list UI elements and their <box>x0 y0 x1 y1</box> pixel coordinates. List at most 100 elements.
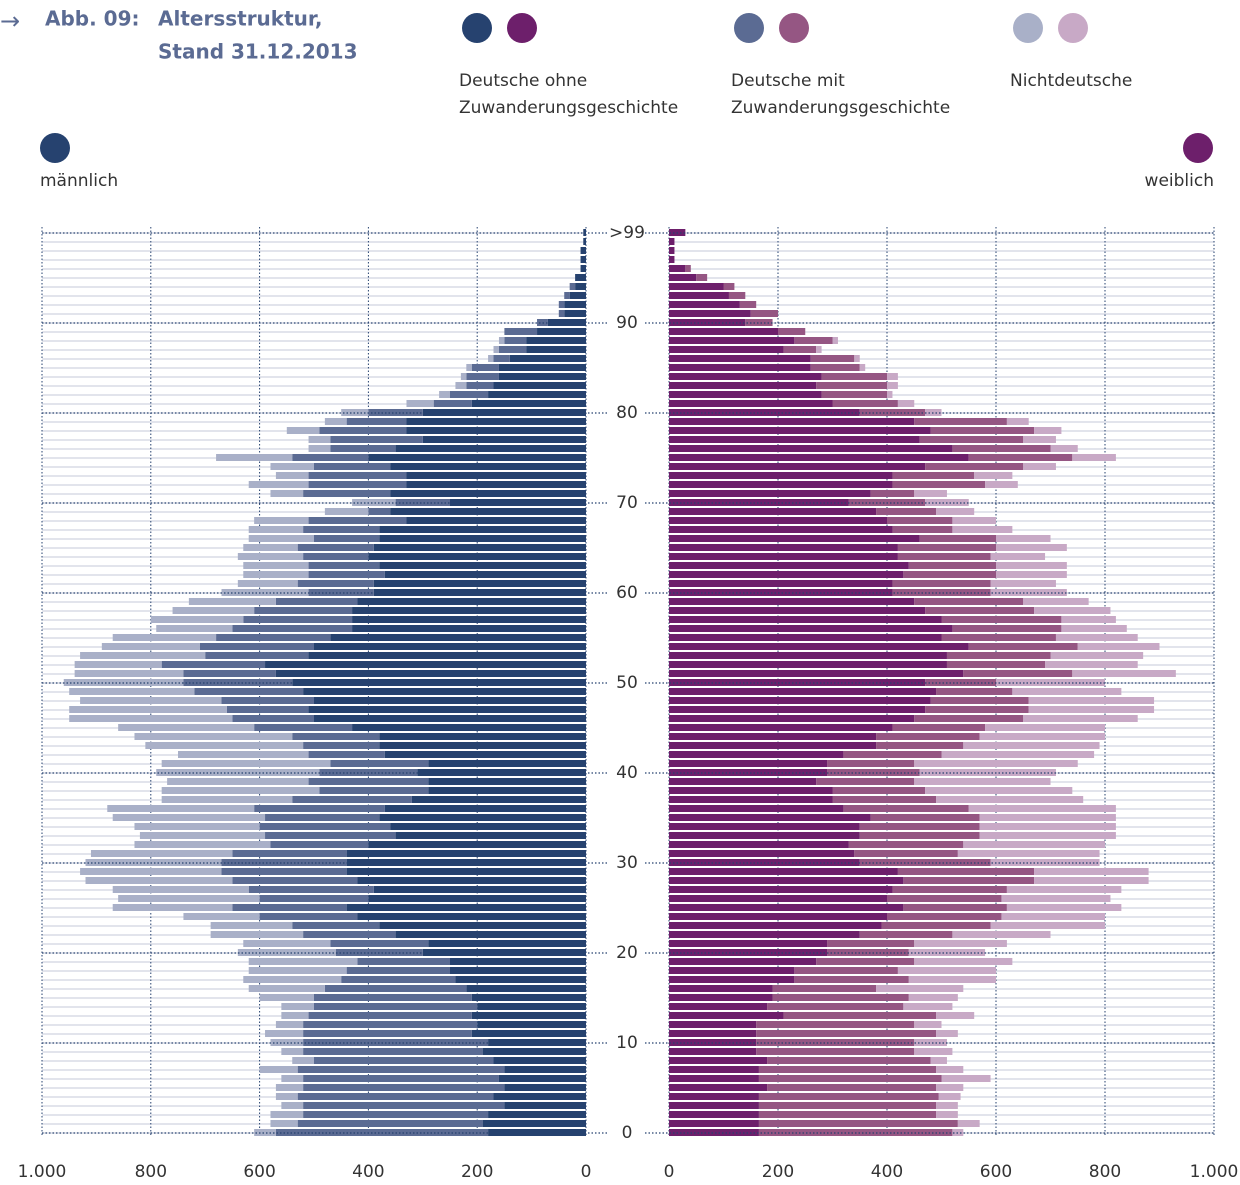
bar <box>669 598 915 605</box>
bar <box>297 580 374 587</box>
bar <box>368 508 391 515</box>
bar <box>395 931 586 938</box>
bar <box>816 382 887 389</box>
bar <box>892 472 975 479</box>
x-tick-label: 800 <box>1089 1162 1121 1182</box>
bar <box>167 778 309 785</box>
bar <box>1077 643 1160 650</box>
bar <box>854 355 860 362</box>
bar <box>292 796 412 803</box>
legend-label: Deutsche ohne <box>459 71 587 91</box>
bar <box>876 985 964 992</box>
bar <box>308 652 586 659</box>
bar <box>243 976 342 983</box>
bar <box>772 994 909 1001</box>
label-bg <box>609 674 644 692</box>
bar <box>112 904 233 911</box>
bar <box>324 508 369 515</box>
bar <box>669 553 898 560</box>
bar <box>669 967 795 974</box>
bar <box>352 724 586 731</box>
bar <box>248 481 309 488</box>
bar <box>314 994 472 1001</box>
bar <box>85 859 222 866</box>
bar <box>303 1030 472 1037</box>
label-bg <box>609 854 644 872</box>
bar <box>669 535 920 542</box>
chart-title: Altersstruktur, <box>158 7 322 31</box>
bar <box>504 1066 586 1073</box>
chart-title: Stand 31.12.2013 <box>158 40 358 64</box>
bar <box>450 958 586 965</box>
bar <box>925 463 1024 470</box>
bar <box>990 922 1105 929</box>
bar <box>265 661 586 668</box>
bar <box>669 1129 759 1136</box>
bar <box>341 976 456 983</box>
bar <box>243 571 309 578</box>
bar <box>384 805 586 812</box>
bar <box>488 1111 586 1118</box>
bar <box>669 463 926 470</box>
bar <box>537 328 586 335</box>
bar <box>936 688 1013 695</box>
bar <box>908 994 958 1001</box>
bar <box>118 895 260 902</box>
bar <box>254 517 309 524</box>
bar <box>758 1120 958 1127</box>
bar <box>979 733 1105 740</box>
bar <box>669 1084 768 1091</box>
bar <box>669 517 887 524</box>
bar <box>471 1012 586 1019</box>
bar <box>963 670 1073 677</box>
bar <box>974 472 1013 479</box>
bar <box>471 364 499 371</box>
bar <box>428 760 586 767</box>
bar <box>466 382 494 389</box>
bar <box>259 823 391 830</box>
bar <box>232 877 358 884</box>
bar <box>303 931 396 938</box>
bar <box>1034 868 1149 875</box>
bar <box>892 589 991 596</box>
bar <box>897 544 996 551</box>
bar <box>914 715 1024 722</box>
bar <box>669 445 953 452</box>
bar <box>669 868 898 875</box>
bar <box>952 625 1062 632</box>
bar <box>314 1003 478 1010</box>
bar <box>308 706 586 713</box>
bar <box>259 1066 298 1073</box>
bar <box>112 634 217 641</box>
bar <box>254 805 385 812</box>
bar <box>892 580 991 587</box>
bar <box>80 652 206 659</box>
bar <box>324 985 467 992</box>
bar <box>758 1093 939 1100</box>
bar <box>669 346 784 353</box>
bar <box>308 481 407 488</box>
bar <box>455 382 467 389</box>
y-tick-label: 90 <box>616 313 638 333</box>
label-bg <box>609 224 644 242</box>
bar <box>1028 706 1155 713</box>
bar <box>346 850 586 857</box>
bar <box>938 1093 961 1100</box>
bar <box>897 967 996 974</box>
bar <box>887 382 898 389</box>
bar <box>669 625 953 632</box>
bar <box>723 283 735 290</box>
bar <box>914 760 1078 767</box>
bar <box>232 904 347 911</box>
y-tick-label: 40 <box>616 763 638 783</box>
bar <box>669 841 849 848</box>
y-tick-label: >99 <box>609 223 645 243</box>
bar <box>183 679 293 686</box>
bar <box>107 805 255 812</box>
bar <box>265 1030 304 1037</box>
bar <box>778 328 806 335</box>
bar <box>925 607 1035 614</box>
bar <box>406 472 586 479</box>
bar <box>979 823 1116 830</box>
bar <box>669 670 964 677</box>
